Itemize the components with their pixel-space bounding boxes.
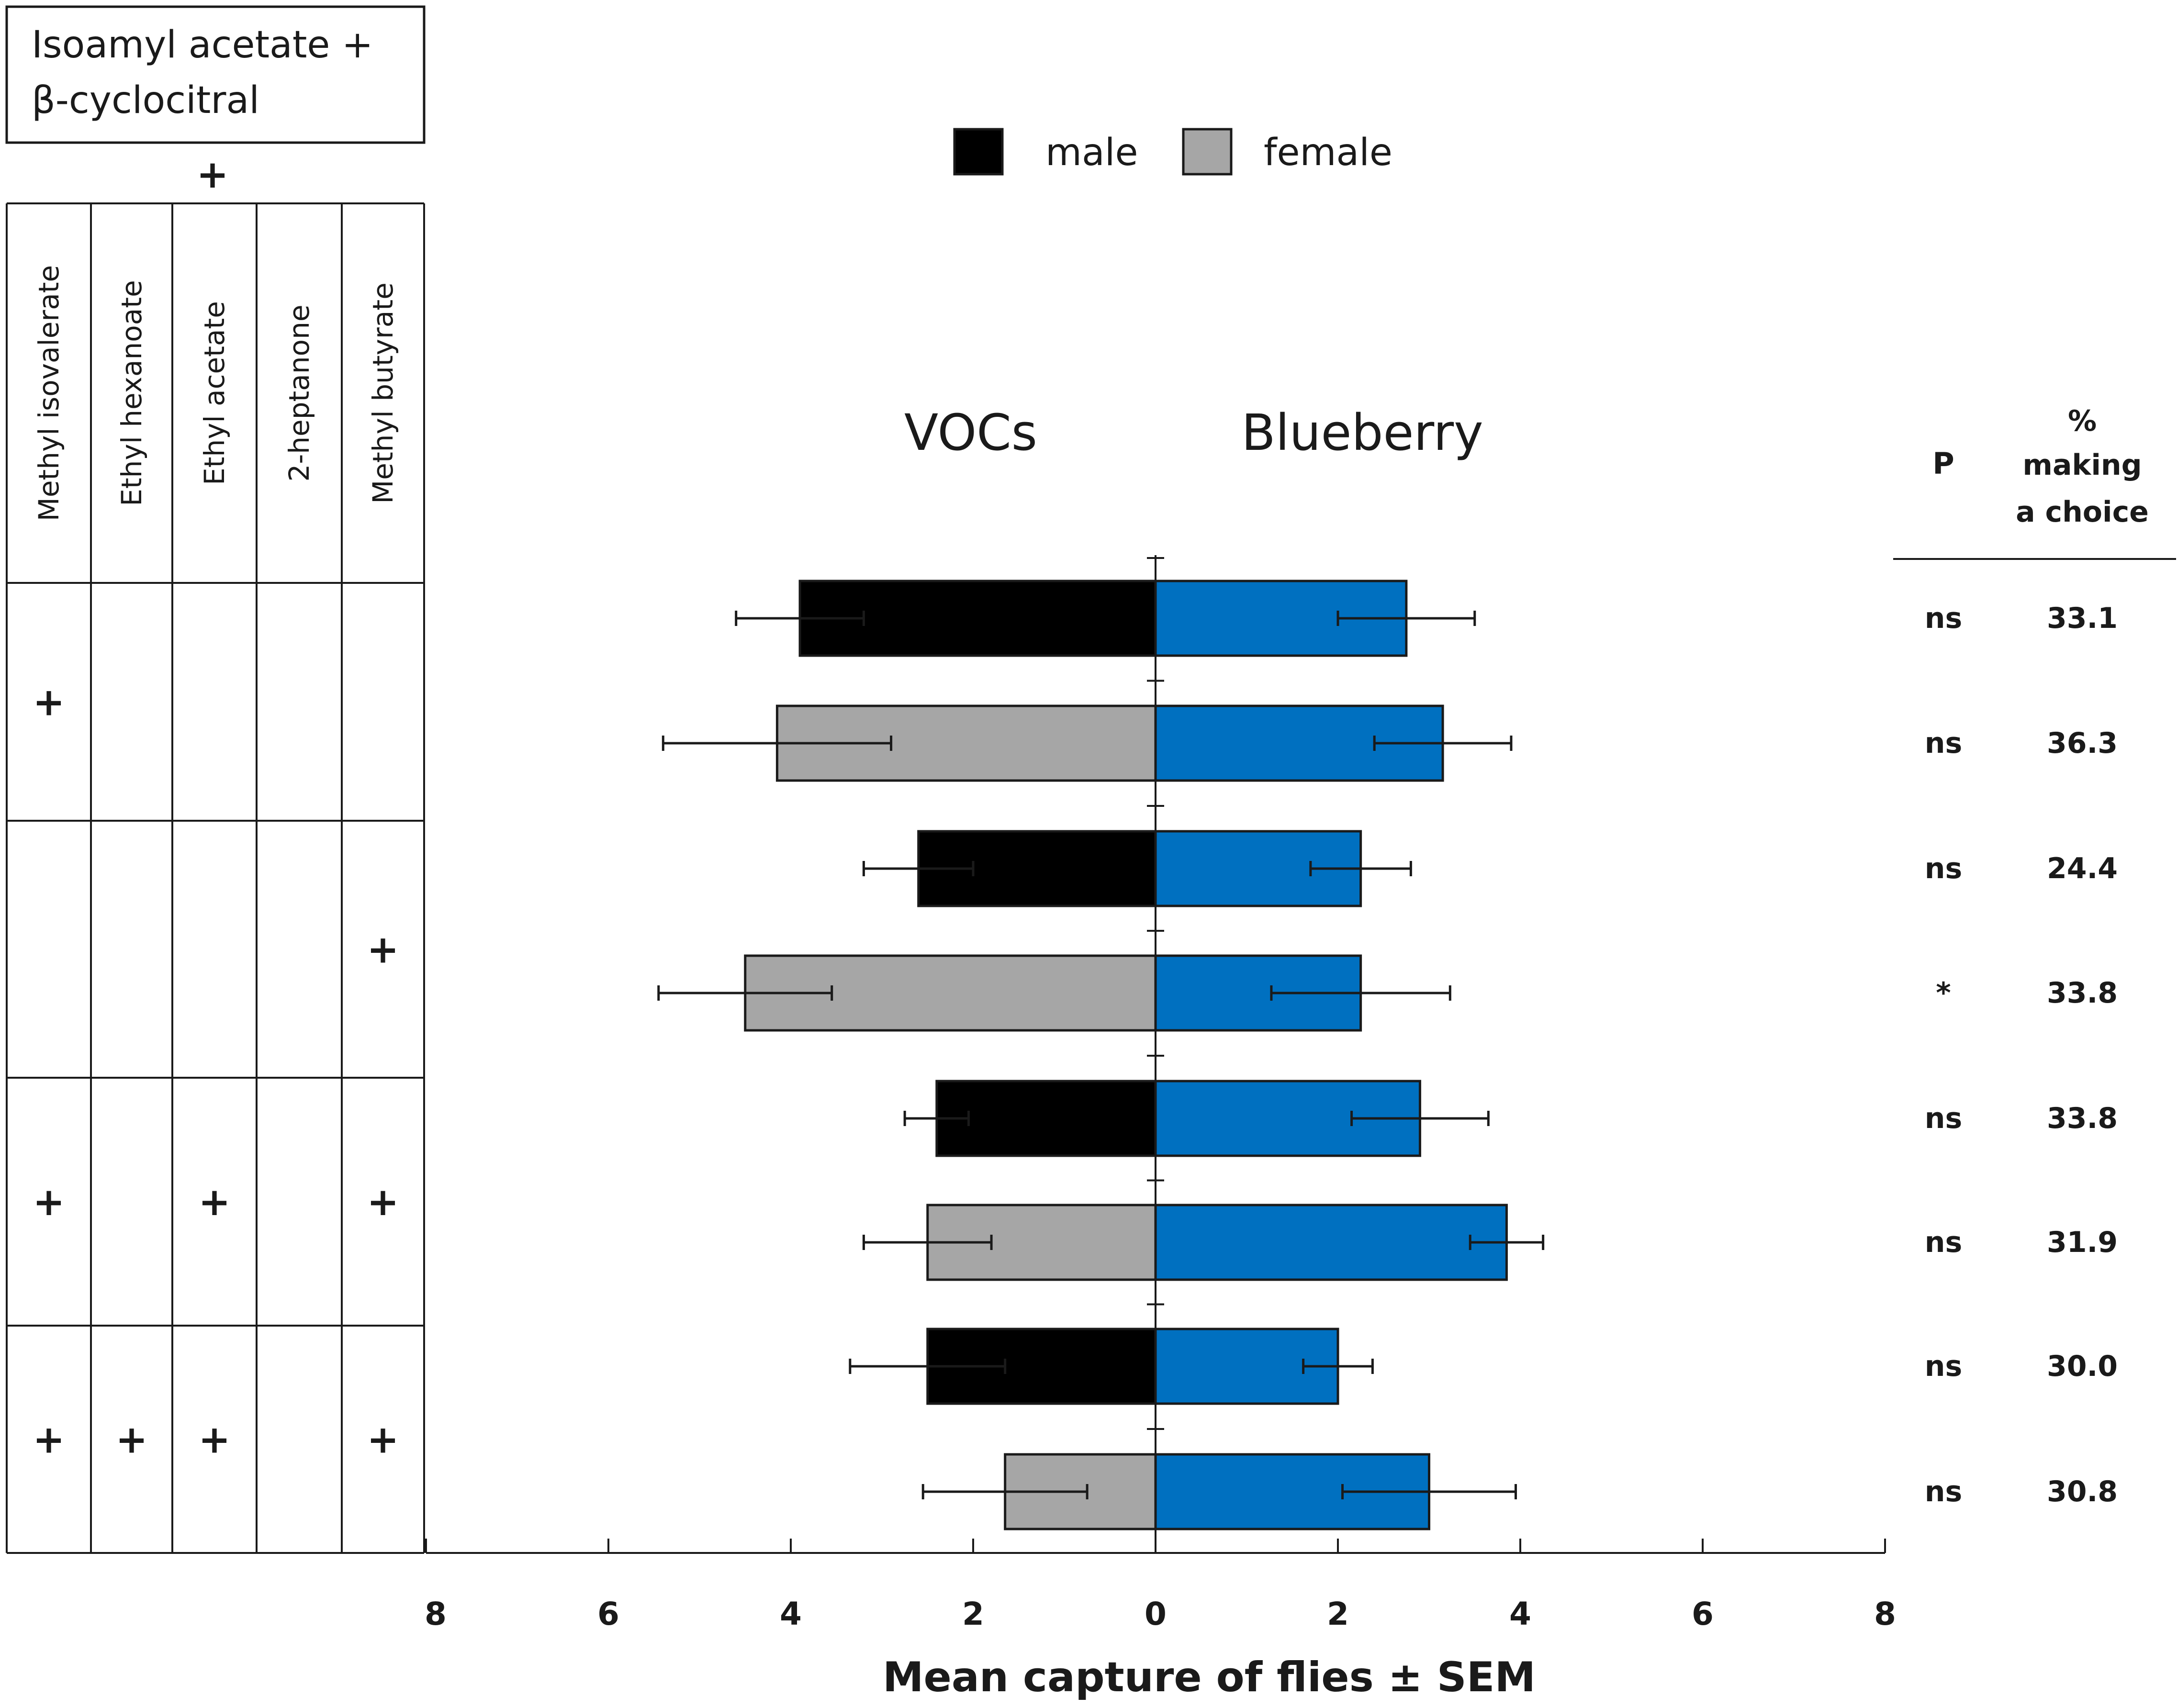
base-plus-sign: + (196, 152, 228, 197)
x-tick-label: 4 (780, 1596, 802, 1632)
p-value-label: ns (1925, 852, 1962, 885)
pct-choice-label: 30.8 (2047, 1475, 2118, 1508)
side-label-blueberry: Blueberry (1241, 403, 1483, 462)
legend-female-swatch (1182, 128, 1233, 176)
table-plus-mark: + (198, 1418, 230, 1462)
p-value-label: ns (1925, 602, 1962, 635)
table-plus-mark: + (33, 1418, 65, 1462)
compound-header-5: Methyl butyrate (367, 282, 399, 504)
p-value-label: * (1936, 976, 1951, 1010)
stats-column: ns 33.1 ns 36.3 ns 24.4 * 33.8 ns 33.8 ns 31.9 ns 30.… (1925, 602, 2118, 1508)
x-tick-label: 2 (1327, 1596, 1349, 1632)
base-blend-line2: β-cyclocitral (32, 79, 259, 122)
compound-table: Methyl isovalerate Ethyl hexanoate Ethyl a… (6, 202, 425, 1554)
compound-header-4: 2-heptanone (283, 304, 315, 481)
base-blend-box (5, 5, 426, 144)
pct-choice-label: 33.8 (2047, 1102, 2118, 1135)
plot-area (657, 555, 1545, 1553)
table-plus-mark: + (33, 680, 65, 725)
blueberry-bar-6 (1154, 1204, 1508, 1281)
table-plus-mark: + (198, 1180, 230, 1224)
x-tick-label: 4 (1509, 1596, 1531, 1632)
x-tick-label: 8 (1874, 1596, 1896, 1632)
p-value-label: ns (1925, 1102, 1962, 1135)
compound-header-3: Ethyl acetate (198, 301, 231, 485)
pct-choice-label: 30.0 (2047, 1350, 2118, 1383)
stats-header-pct-1: % (2068, 404, 2097, 438)
table-plus-mark: + (367, 1180, 399, 1224)
stats-header-p: P (1932, 446, 1954, 481)
vocs-bar-female-2 (775, 704, 1157, 782)
compound-header-2: Ethyl hexanoate (115, 280, 148, 506)
x-tick-label: 2 (962, 1596, 984, 1632)
pct-choice-label: 33.8 (2047, 976, 2118, 1010)
x-tick-label: 0 (1145, 1596, 1167, 1632)
stats-header-pct-2: making (2022, 448, 2142, 482)
x-tick-label: 6 (1692, 1596, 1714, 1632)
x-axis: 8 6 4 2 0 2 4 6 8 (425, 1539, 1896, 1632)
legend-male-label: male (1045, 131, 1138, 174)
base-blend-line1: Isoamyl acetate + (32, 23, 373, 67)
table-plus-mark: + (367, 927, 399, 972)
p-value-label: ns (1925, 1350, 1962, 1383)
legend-female-label: female (1264, 131, 1392, 174)
pct-choice-label: 33.1 (2047, 602, 2118, 635)
x-tick-label: 8 (425, 1596, 447, 1632)
p-value-label: ns (1925, 1475, 1962, 1508)
vocs-bar-male-5 (935, 1080, 1157, 1157)
pct-choice-label: 31.9 (2047, 1226, 2118, 1259)
x-tick-label: 6 (597, 1596, 619, 1632)
p-value-label: ns (1925, 1226, 1962, 1259)
pct-choice-label: 24.4 (2047, 852, 2118, 885)
p-value-label: ns (1925, 726, 1962, 760)
stats-header-pct-3: a choice (2016, 495, 2149, 529)
side-label-vocs: VOCs (904, 403, 1037, 462)
x-axis-title: Mean capture of flies ± SEM (883, 1653, 1536, 1701)
compound-header-1: Methyl isovalerate (33, 265, 65, 521)
table-plus-mark: + (115, 1418, 147, 1462)
legend-male-swatch (953, 128, 1004, 176)
pct-choice-label: 36.3 (2047, 726, 2118, 760)
table-plus-mark: + (33, 1180, 65, 1224)
table-plus-mark: + (367, 1418, 399, 1462)
